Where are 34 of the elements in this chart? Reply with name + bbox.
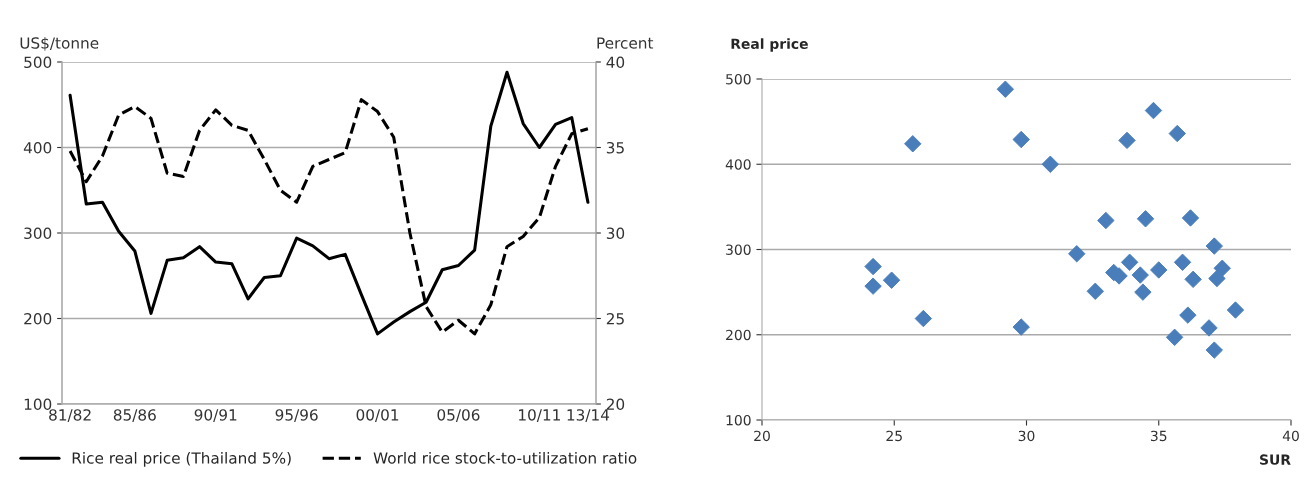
x-tick-label: 30 xyxy=(1018,430,1035,442)
y-tick-label: 400 xyxy=(23,141,52,154)
y-tick-label: 500 xyxy=(726,73,751,85)
y2-tick-label: 35 xyxy=(606,141,624,154)
y2-tick-label: 25 xyxy=(606,312,624,325)
x-tick-label: 13/14 xyxy=(567,409,610,422)
y-axis-title: US$/tonne xyxy=(20,36,99,51)
x-tick-label: 05/06 xyxy=(437,409,480,422)
x-tick-label: 00/01 xyxy=(356,409,399,422)
y-tick-label: 300 xyxy=(726,244,751,255)
y-tick-label: 100 xyxy=(726,414,751,426)
y-tick-label: 500 xyxy=(24,56,52,69)
x-tick-label: 20 xyxy=(754,430,770,442)
y2-tick-label: 40 xyxy=(606,56,625,69)
y-tick-label: 100 xyxy=(24,398,52,411)
x-tick-label: 95/96 xyxy=(275,409,318,422)
y-tick-label: 300 xyxy=(24,227,52,240)
y-tick-label: 200 xyxy=(24,312,52,325)
x-axis-title: SUR xyxy=(1260,454,1291,465)
x-tick-label: 85/86 xyxy=(113,409,156,422)
x-tick-label: 25 xyxy=(886,430,902,442)
point xyxy=(1144,101,1163,120)
y2-axis-title: Percent xyxy=(597,37,654,49)
x-tick-label: 40 xyxy=(1282,430,1299,442)
x-tick-label: 90/91 xyxy=(194,409,237,422)
y-axis-title: Real price xyxy=(731,38,808,52)
legend-label: World rice stock-to-utilization ratio xyxy=(373,451,637,464)
x-tick-label: 81/82 xyxy=(49,409,91,422)
legend-label: Rice real price (Thailand 5%) xyxy=(72,451,291,467)
y2-tick-label: 30 xyxy=(606,227,625,240)
y-tick-label: 200 xyxy=(726,329,751,341)
x-tick-label: 35 xyxy=(1150,430,1167,442)
x-tick-label: 10/11 xyxy=(519,409,560,422)
y-tick-label: 400 xyxy=(725,159,751,170)
